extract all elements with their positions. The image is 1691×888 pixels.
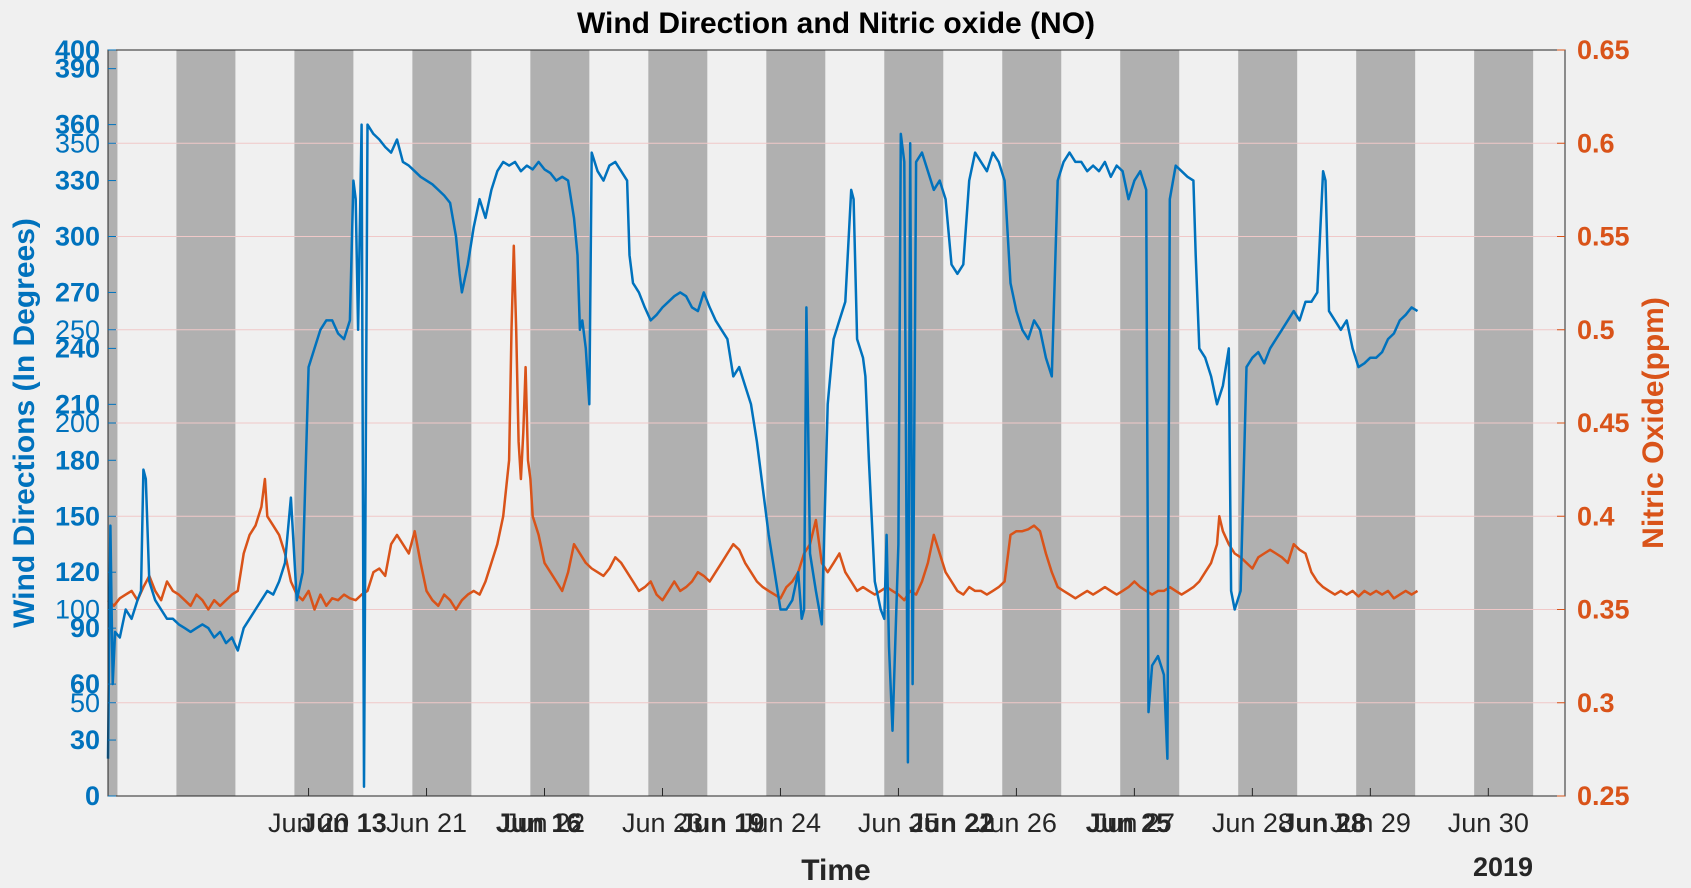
left-tick-label-17: 360: [55, 110, 100, 140]
x-tick-label-overlay-1: Jun 16: [496, 808, 582, 838]
x-tick-label-1: Jun 21: [386, 808, 467, 838]
right-tick-label-4: 0.45: [1577, 408, 1630, 438]
x-tick-label-overlay-3: Jun 22: [909, 808, 995, 838]
left-tick-label-18: 390: [55, 54, 100, 84]
left-tick-label-1: 30: [70, 725, 100, 755]
left-tick-label-2: 50: [70, 688, 100, 718]
right-tick-label-6: 0.55: [1577, 222, 1630, 252]
left-tick-label-5: 100: [55, 595, 100, 625]
left-tick-label-12: 250: [55, 315, 100, 345]
x-tick-label-overlay-5: Jun 28: [1280, 808, 1366, 838]
left-tick-label-4: 90: [70, 613, 100, 643]
year-label: 2019: [1473, 852, 1533, 882]
left-tick-label-10: 210: [55, 389, 100, 419]
left-tick-label-7: 150: [55, 501, 100, 531]
left-tick-label-8: 180: [55, 445, 100, 475]
right-tick-label-1: 0.3: [1577, 688, 1615, 718]
x-tick-label-7: Jun 27: [1094, 808, 1175, 838]
left-tick-label-6: 120: [55, 557, 100, 587]
series-wind-direction: [106, 123, 1419, 788]
x-tick-label-9: Jun 29: [1330, 808, 1411, 838]
x-tick-label-overlay-2: Jun 19: [679, 808, 765, 838]
series-nitric-oxide: [107, 244, 1419, 611]
left-tick-label-0: 0: [85, 781, 100, 811]
series-line-wind-direction: [106, 123, 1419, 788]
left-tick-label-11: 240: [55, 333, 100, 363]
x-tick-label-4: Jun 24: [740, 808, 821, 838]
chart-title: Wind Direction and Nitric oxide (NO): [577, 7, 1095, 40]
x-tick-label-2: Jun 22: [504, 808, 585, 838]
x-tick-label-5: Jun 25: [858, 808, 939, 838]
left-tick-label-14: 300: [55, 222, 100, 252]
left-tick-label-3: 60: [70, 669, 100, 699]
right-tick-label-5: 0.5: [1577, 315, 1615, 345]
x-axis-ticks: Jun 20 Jun 21 Jun 22 Jun 23 Jun 24 Jun 25 Jun …: [268, 788, 1529, 838]
x-tick-label-6: Jun 26: [976, 808, 1057, 838]
right-tick-label-0: 0.25: [1577, 781, 1630, 811]
left-tick-label-9: 200: [55, 408, 100, 438]
x-tick-label-0: Jun 20: [268, 808, 349, 838]
left-tick-label-13: 270: [55, 277, 100, 307]
left-tick-label-15: 330: [55, 166, 100, 196]
right-tick-label-3: 0.4: [1577, 501, 1615, 531]
plot-area: [106, 49, 1566, 797]
right-tick-label-7: 0.6: [1577, 128, 1615, 158]
right-tick-label-8: 0.65: [1577, 35, 1630, 65]
x-tick-label-3: Jun 23: [622, 808, 703, 838]
left-tick-label-16: 350: [55, 128, 100, 158]
left-tick-label-19: 400: [55, 35, 100, 65]
series-line-nitric-oxide: [107, 244, 1419, 611]
right-axis-label: Nitric Oxide(ppm): [1637, 297, 1670, 549]
right-tick-label-2: 0.35: [1577, 595, 1630, 625]
left-axis-label: Wind Directions (In Degrees): [8, 218, 41, 628]
x-tick-label-8: Jun 28: [1212, 808, 1293, 838]
x-tick-label-overlay-0: Jun 13: [301, 808, 387, 838]
x-axis-label: Time: [801, 854, 870, 887]
x-tick-label-10: Jun 30: [1448, 808, 1529, 838]
x-tick-label-overlay-4: Jun 25: [1086, 808, 1172, 838]
right-axis-ticks: 0.25 0.3 0.35 0.4 0.45 0.5 0.55 0.6 0.65: [1557, 35, 1630, 811]
